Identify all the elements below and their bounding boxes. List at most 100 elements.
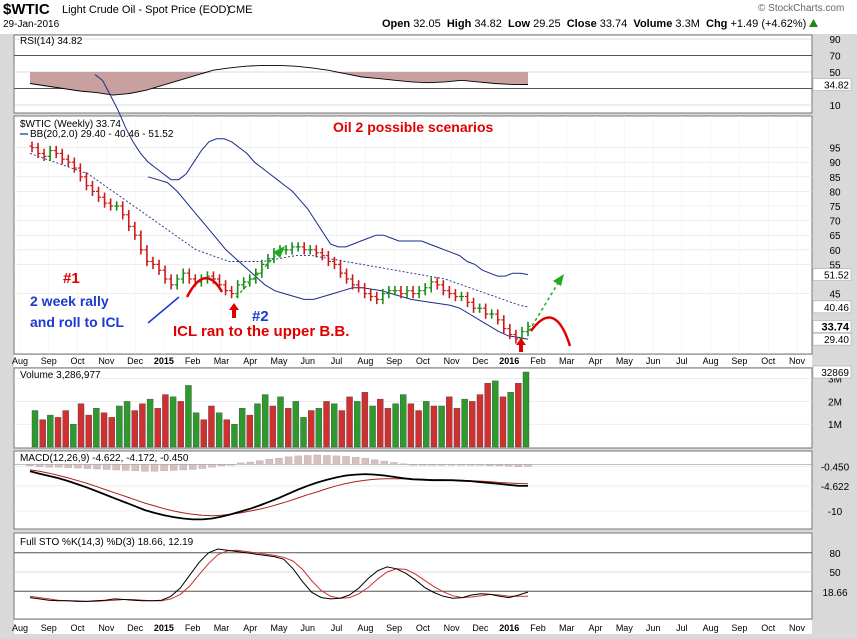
- volume-axis-tick: 1M: [828, 420, 842, 431]
- macd-histogram-bar: [131, 464, 139, 472]
- rsi-below-50-fill: [30, 72, 528, 96]
- price-badge-box: [812, 320, 852, 333]
- x-axis-label-bottom: Apr: [243, 623, 257, 633]
- macd-histogram-bar: [351, 457, 360, 465]
- volume-bar: [430, 405, 438, 448]
- sto-title: Full STO %K(14,3) %D(3) 18.66, 12.19: [20, 537, 194, 548]
- bb-legend-label: BB(20,2.0) 29.40 - 40.46 - 51.52: [30, 129, 174, 140]
- x-axis-label-top: 2016: [499, 356, 519, 366]
- macd-histogram-bar: [74, 464, 82, 469]
- symbol-label: $WTIC: [3, 1, 50, 18]
- volume-bar: [323, 401, 330, 448]
- x-axis-label-bottom: Apr: [589, 623, 603, 633]
- macd-histogram-bar: [217, 464, 226, 466]
- volume-bar: [354, 401, 361, 448]
- macd-histogram-bar: [35, 464, 44, 467]
- volume-bar: [246, 414, 254, 448]
- annotation-rally-line2: and roll to ICL: [30, 314, 125, 330]
- x-axis-label-top: Oct: [71, 356, 86, 366]
- volume-bar: [300, 417, 307, 448]
- macd-title: MACD(12,26,9) -4.622, -4.172, -0.450: [20, 453, 189, 464]
- volume-bar: [70, 424, 77, 448]
- macd-histogram-bar: [64, 464, 72, 468]
- price-badge: 29.40: [824, 335, 849, 346]
- volume-bar: [461, 398, 468, 448]
- bb-middle-band: [29, 152, 529, 308]
- volume-bar: [200, 419, 207, 448]
- price-badge: 51.52: [824, 271, 849, 282]
- x-axis-strip-top: [14, 355, 812, 367]
- volume-bar: [377, 398, 384, 448]
- price-axis-tick: 60: [829, 246, 841, 257]
- brand-watermark: © StockCharts.com: [758, 3, 845, 14]
- chart-header: [0, 0, 857, 34]
- x-axis-label-top: Feb: [185, 356, 201, 366]
- volume-bar: [438, 405, 445, 448]
- x-axis-label-top: Dec: [127, 356, 144, 366]
- rsi-title: RSI(14) 34.82: [20, 36, 83, 47]
- macd-histogram-bar: [399, 463, 408, 466]
- volume-bar: [277, 396, 284, 448]
- x-axis-label-top: Aug: [12, 356, 28, 366]
- x-axis-label-top: Aug: [703, 356, 719, 366]
- macd-histogram-bar: [361, 458, 369, 465]
- volume-axis-tick: 2M: [828, 397, 842, 408]
- x-axis-label-top: Nov: [98, 356, 115, 366]
- volume-bar: [123, 401, 131, 448]
- x-axis-label-bottom: Mar: [559, 623, 575, 633]
- macd-line: [29, 470, 529, 521]
- macd-histogram-bar: [476, 464, 484, 466]
- volume-bar: [177, 401, 184, 448]
- macd-histogram-bar: [371, 459, 379, 465]
- rsi-last-badge-box: [812, 78, 852, 91]
- macd-histogram-bar: [246, 461, 254, 465]
- volume-bar: [93, 408, 100, 448]
- x-axis-label-bottom: Nov: [98, 623, 115, 633]
- icl-arrow-2016: [516, 338, 526, 352]
- volume-bar: [47, 414, 54, 448]
- x-axis-label-bottom: May: [270, 623, 288, 633]
- volume-bar: [146, 398, 154, 448]
- volume-bar: [346, 396, 353, 448]
- x-axis-label-bottom: Sep: [41, 623, 57, 633]
- volume-bar: [238, 408, 246, 448]
- price-axis-tick: 85: [829, 173, 841, 184]
- volume-last-badge: 32869: [821, 368, 849, 379]
- x-axis-label-top: Jul: [676, 356, 688, 366]
- sto-k-line: [29, 548, 529, 602]
- x-axis-label-bottom: 2016: [499, 623, 519, 633]
- macd-histogram-bar: [112, 464, 120, 471]
- bb-lower-band: [147, 176, 529, 340]
- macd-histogram-bar: [26, 464, 34, 466]
- volume-bar: [131, 410, 138, 448]
- exchange-label: CME: [228, 4, 253, 16]
- rsi-line: [29, 64, 529, 96]
- volume-bar: [453, 408, 461, 448]
- rsi-axis-tick: 10: [829, 101, 841, 112]
- volume-bar: [62, 410, 69, 448]
- volume-bar: [31, 410, 39, 448]
- scenario-2-arrowhead-2016: [553, 274, 564, 286]
- macd-histogram-bar: [419, 464, 427, 466]
- rsi-axis-tick: 70: [829, 52, 841, 63]
- macd-histogram-bar: [514, 464, 523, 467]
- sto-d-line: [29, 549, 529, 602]
- price-axis-tick: 80: [829, 187, 841, 198]
- chg-label: Chg: [706, 18, 728, 30]
- macd-histogram-bar: [256, 460, 264, 465]
- volume-bar: [169, 396, 177, 448]
- volume-bar: [492, 380, 499, 448]
- volume-bar: [77, 403, 85, 448]
- low-label: Low: [508, 18, 531, 30]
- macd-histogram-bar: [55, 464, 63, 468]
- annotation-scenario-1: #1: [63, 270, 80, 287]
- volume-bar: [423, 401, 430, 448]
- macd-histogram-bar: [524, 464, 532, 467]
- x-axis-label-bottom: Nov: [444, 623, 461, 633]
- x-axis-label-bottom: Nov: [789, 623, 806, 633]
- x-axis-label-bottom: Mar: [214, 623, 230, 633]
- x-axis-label-bottom: Aug: [12, 623, 28, 633]
- x-axis-label-bottom: Oct: [71, 623, 86, 633]
- macd-histogram-bar: [332, 455, 341, 465]
